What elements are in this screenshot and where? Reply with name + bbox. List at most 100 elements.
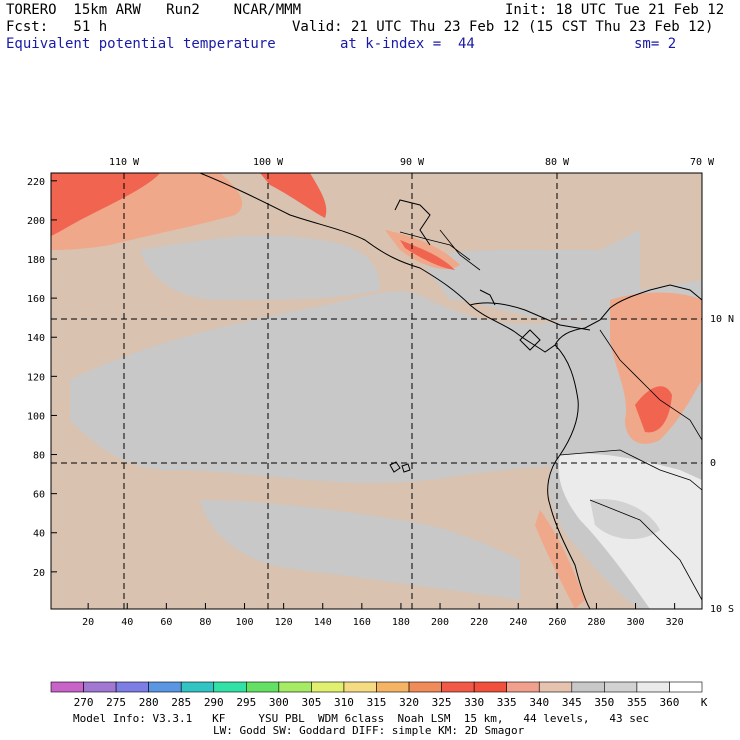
colorbar-label: 285 — [171, 696, 191, 709]
coast-central-america — [199, 173, 702, 353]
colorbar-label: 330 — [464, 696, 484, 709]
colorbar-swatch — [441, 681, 475, 693]
footer-model-info: Model Info: V3.3.1 KF YSU PBL WDM 6class… — [73, 712, 650, 725]
y-tick-label: 100 — [27, 411, 45, 422]
y-tick-label: 140 — [27, 333, 45, 344]
y-tick-label: 180 — [27, 255, 45, 266]
colorbar-label: 340 — [529, 696, 549, 709]
coast-yucatan — [394, 199, 431, 246]
red-guatemala — [400, 240, 455, 270]
colorbar-swatch — [538, 681, 573, 693]
forecast-hour: Fcst: 51 h — [6, 19, 108, 35]
x-tick-label: 240 — [509, 617, 527, 628]
lat-label-group: 10 N 0 10 S — [710, 314, 734, 615]
colorbar-label: 280 — [139, 696, 159, 709]
x-tick-label: 220 — [470, 617, 488, 628]
colorbar-swatch — [669, 681, 703, 693]
x-tick-label: 60 — [160, 617, 172, 628]
x-tick-label: 40 — [121, 617, 133, 628]
y-tick-label: 60 — [33, 490, 45, 501]
colorbar-label: 315 — [367, 696, 387, 709]
colorbar-label: 320 — [399, 696, 419, 709]
colorbar-swatch — [246, 681, 280, 693]
footer-physics-info: LW: Godd SW: Goddard DIFF: simple KM: 2D… — [213, 724, 525, 737]
gray-region-3 — [200, 500, 520, 600]
y-tick-label: 120 — [27, 372, 45, 383]
colorbar-swatch — [148, 681, 182, 693]
gray-region-2 — [140, 235, 380, 300]
colorbar-swatch — [115, 681, 149, 693]
level-info: at k-index = 44 — [340, 36, 475, 52]
colorbar-label: 290 — [204, 696, 224, 709]
smoothing-info: sm= 2 — [634, 36, 677, 52]
coast-nicaragua — [479, 289, 496, 306]
colorbar-label: 345 — [562, 696, 582, 709]
y-tick-label: 20 — [33, 568, 45, 579]
y-tick-label: 40 — [33, 529, 45, 540]
lat-label: 0 — [710, 458, 716, 469]
colorbar-label: 300 — [269, 696, 289, 709]
colorbar-label: 350 — [594, 696, 614, 709]
x-tick-label: 140 — [314, 617, 332, 628]
x-tick-label: 260 — [548, 617, 566, 628]
coastlines — [199, 173, 702, 609]
coast-panama — [519, 329, 541, 351]
valid-time: Valid: 21 UTC Thu 23 Feb 12 (15 CST Thu … — [292, 19, 714, 35]
colorbar-swatch — [473, 681, 507, 693]
colorbar-swatch — [50, 681, 84, 693]
lon-label: 110 W — [109, 157, 140, 168]
gray-region-4 — [420, 230, 640, 320]
colorbar-swatch — [604, 681, 638, 693]
lat-label: 10 S — [710, 604, 734, 615]
plot-frame — [50, 172, 703, 610]
x-tick-group: 20 40 60 80 100 120 140 160 180 200 220 240 260 280 30… — [82, 603, 684, 628]
colorbar-swatch — [376, 681, 410, 693]
colorbar-label: 355 — [627, 696, 647, 709]
x-tick-label: 120 — [275, 617, 293, 628]
y-tick-label: 200 — [27, 216, 45, 227]
colorbar-label: 335 — [497, 696, 517, 709]
x-tick-label: 200 — [431, 617, 449, 628]
x-tick-label: 20 — [82, 617, 94, 628]
lon-label: 100 W — [253, 157, 284, 168]
lon-label: 80 W — [545, 157, 570, 168]
colorbar: 270 275 280 285 290 295 300 305 310 315 320 325 330 3… — [50, 681, 708, 709]
lon-label: 70 W — [690, 157, 715, 168]
gray-region-1 — [70, 291, 620, 483]
colorbar-swatch — [180, 681, 215, 693]
red-mexico — [260, 173, 327, 218]
init-time: Init: 18 UTC Tue 21 Feb 12 — [505, 2, 725, 18]
pink-colombia — [610, 292, 702, 444]
lon-label-group: 110 W 100 W 90 W 80 W 70 W — [109, 157, 715, 168]
y-tick-label: 160 — [27, 294, 45, 305]
colorbar-swatch — [506, 681, 540, 693]
colorbar-swatch — [213, 681, 247, 693]
colorbar-swatch — [343, 681, 377, 693]
x-tick-label: 300 — [627, 617, 645, 628]
colorbar-swatch — [571, 681, 605, 693]
pink-peru — [535, 510, 585, 609]
colorbar-swatch — [278, 681, 312, 693]
red-colombia — [635, 386, 672, 433]
x-tick-label: 280 — [587, 617, 605, 628]
y-tick-label: 80 — [33, 451, 45, 462]
colorbar-label: 310 — [334, 696, 354, 709]
andes-gray — [590, 499, 660, 540]
colorbar-label: 325 — [432, 696, 452, 709]
colorbar-swatch — [311, 681, 345, 693]
x-tick-label: 100 — [236, 617, 254, 628]
y-tick-label: 220 — [27, 177, 45, 188]
lon-label: 90 W — [400, 157, 425, 168]
colorbar-label: 270 — [74, 696, 94, 709]
colorbar-label: 305 — [301, 696, 321, 709]
x-tick-label: 80 — [199, 617, 211, 628]
colorbar-label: 360 — [660, 696, 680, 709]
x-tick-label: 180 — [392, 617, 410, 628]
colorbar-label: 275 — [106, 696, 126, 709]
colorbar-unit: K — [701, 696, 708, 709]
x-tick-label: 320 — [666, 617, 684, 628]
field-name: Equivalent potential temperature — [6, 36, 276, 52]
red-northwest — [51, 173, 160, 236]
x-tick-label: 160 — [353, 617, 371, 628]
